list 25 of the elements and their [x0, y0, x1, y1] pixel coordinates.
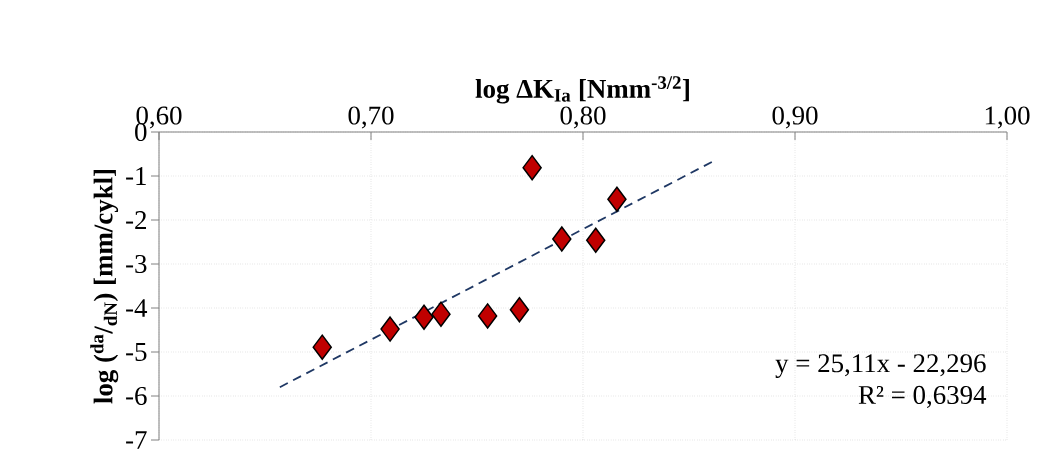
x-axis-title: log ΔK$_{Ia}$ [Nmm$^{-3/2}$] — [475, 76, 689, 104]
point — [607, 186, 627, 213]
point — [431, 301, 451, 327]
point — [585, 227, 606, 253]
y-tick-label: -7 — [126, 431, 147, 449]
y-tick-label: -6 — [126, 386, 147, 406]
point — [312, 334, 332, 360]
y-tick-label: -3 — [126, 254, 147, 274]
x-tick-label: 0,80 — [560, 106, 606, 129]
y-axis-title: log ($^{da}$/$_{dN}$) [mm/cykl] — [90, 169, 119, 404]
x-tick-label: 0,70 — [348, 106, 394, 129]
x-tick-label: 1,00 — [985, 106, 1030, 129]
point — [477, 303, 498, 329]
x-tick-label: 0,90 — [772, 106, 818, 129]
point — [414, 304, 434, 330]
point — [552, 226, 572, 252]
point — [380, 316, 400, 342]
annotation: R² = 0,6394 — [858, 385, 987, 408]
y-tick-label: -1 — [126, 167, 146, 185]
point — [522, 154, 542, 181]
y-tick-label: -2 — [126, 211, 146, 229]
annotation: y = 25,11x - 22,296 — [775, 354, 986, 378]
y-tick-label: -5 — [126, 343, 147, 361]
y-tick-label: -4 — [126, 299, 148, 317]
point — [509, 297, 530, 323]
